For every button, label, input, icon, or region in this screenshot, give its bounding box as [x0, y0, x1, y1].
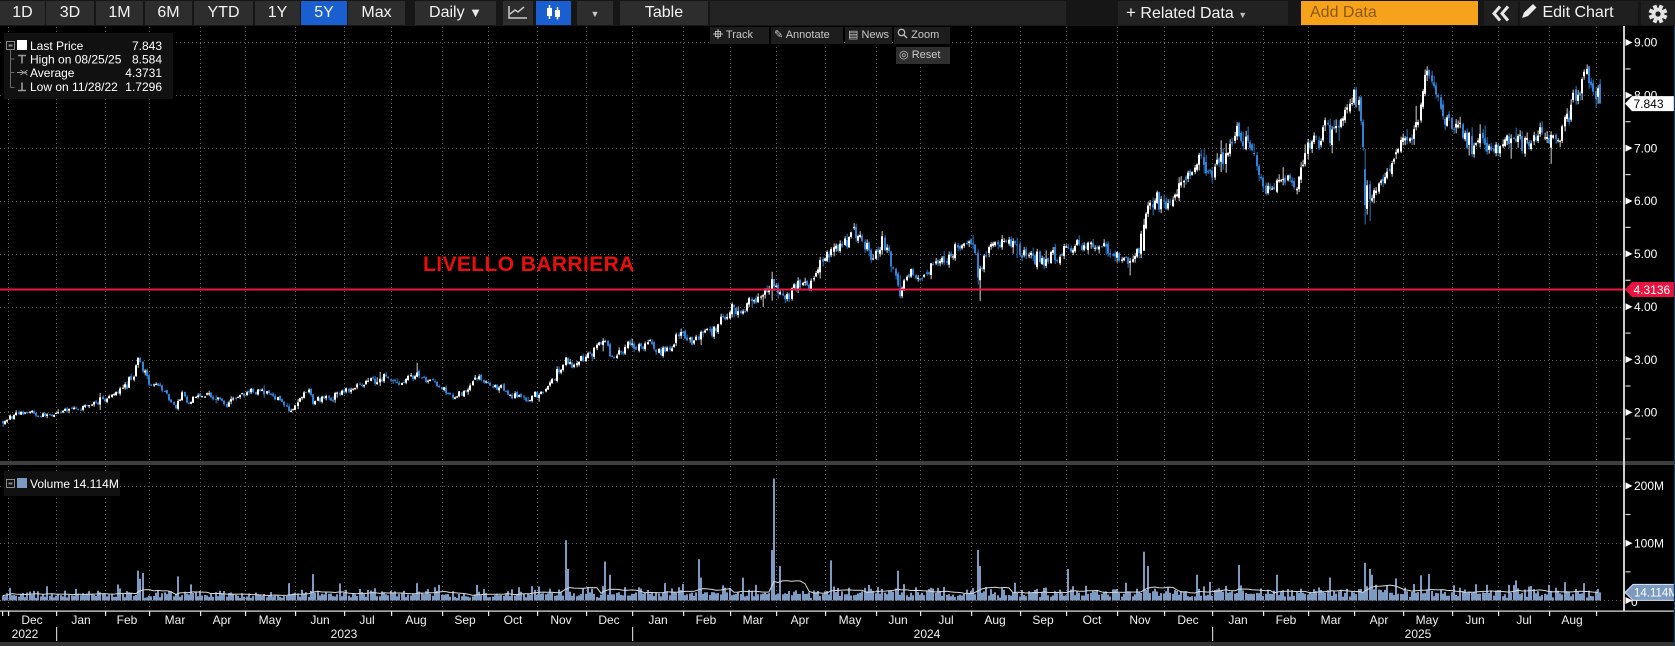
- svg-text:Nov: Nov: [1129, 613, 1150, 627]
- svg-text:2025: 2025: [1405, 627, 1432, 641]
- svg-text:14.114M: 14.114M: [73, 477, 119, 491]
- svg-text:LIVELLO BARRIERA: LIVELLO BARRIERA: [423, 253, 635, 276]
- svg-text:Last Price: Last Price: [30, 39, 84, 53]
- svg-text:8.584: 8.584: [132, 53, 162, 67]
- svg-text:Jan: Jan: [1228, 613, 1247, 627]
- svg-text:Jun: Jun: [310, 613, 329, 627]
- svg-text:High on 08/25/25: High on 08/25/25: [30, 53, 122, 67]
- svg-text:2.00: 2.00: [1634, 406, 1658, 420]
- svg-text:Dec: Dec: [21, 613, 42, 627]
- svg-text:7.843: 7.843: [132, 39, 162, 53]
- svg-text:Mar: Mar: [165, 613, 186, 627]
- svg-text:Feb: Feb: [117, 613, 138, 627]
- svg-text:6.00: 6.00: [1634, 194, 1658, 208]
- svg-text:Apr: Apr: [213, 613, 232, 627]
- svg-text:Mar: Mar: [1321, 613, 1342, 627]
- svg-text:Apr: Apr: [1370, 613, 1389, 627]
- svg-text:2022: 2022: [12, 627, 39, 641]
- svg-text:Jan: Jan: [71, 613, 90, 627]
- svg-text:Jun: Jun: [1465, 613, 1484, 627]
- svg-text:4.3136: 4.3136: [1634, 283, 1671, 297]
- svg-text:7.843: 7.843: [1634, 97, 1664, 111]
- svg-text:5.00: 5.00: [1634, 247, 1658, 261]
- svg-text:Jan: Jan: [648, 613, 667, 627]
- svg-text:9.00: 9.00: [1634, 36, 1658, 50]
- svg-text:Jul: Jul: [1516, 613, 1531, 627]
- svg-text:Aug: Aug: [405, 613, 426, 627]
- svg-text:May: May: [1416, 613, 1439, 627]
- svg-text:Aug: Aug: [984, 613, 1005, 627]
- svg-text:May: May: [839, 613, 862, 627]
- svg-text:Oct: Oct: [1083, 613, 1102, 627]
- svg-text:7.00: 7.00: [1634, 141, 1658, 155]
- svg-text:Feb: Feb: [1276, 613, 1297, 627]
- svg-text:1.7296: 1.7296: [125, 80, 162, 94]
- svg-text:Oct: Oct: [504, 613, 523, 627]
- svg-text:Jul: Jul: [938, 613, 953, 627]
- svg-text:Low on 11/28/22: Low on 11/28/22: [30, 80, 118, 94]
- svg-text:4.3731: 4.3731: [125, 66, 162, 80]
- svg-text:Jul: Jul: [359, 613, 374, 627]
- svg-text:0: 0: [1631, 595, 1638, 609]
- svg-text:Mar: Mar: [743, 613, 764, 627]
- svg-text:Dec: Dec: [1177, 613, 1198, 627]
- svg-text:Dec: Dec: [598, 613, 619, 627]
- svg-text:100M: 100M: [1634, 536, 1664, 550]
- svg-text:Apr: Apr: [791, 613, 810, 627]
- svg-text:Sep: Sep: [1032, 613, 1054, 627]
- svg-text:14.114M: 14.114M: [1634, 588, 1675, 600]
- svg-text:May: May: [259, 613, 282, 627]
- svg-text:2024: 2024: [914, 627, 941, 641]
- svg-text:Average: Average: [30, 66, 75, 80]
- svg-text:Volume: Volume: [30, 477, 70, 491]
- svg-text:Sep: Sep: [454, 613, 476, 627]
- svg-text:4.00: 4.00: [1634, 300, 1658, 314]
- svg-text:3.00: 3.00: [1634, 353, 1658, 367]
- svg-text:Feb: Feb: [696, 613, 717, 627]
- svg-text:2023: 2023: [331, 627, 358, 641]
- svg-text:Jun: Jun: [888, 613, 907, 627]
- svg-text:Nov: Nov: [550, 613, 571, 627]
- svg-text:200M: 200M: [1634, 479, 1664, 493]
- svg-text:Aug: Aug: [1561, 613, 1582, 627]
